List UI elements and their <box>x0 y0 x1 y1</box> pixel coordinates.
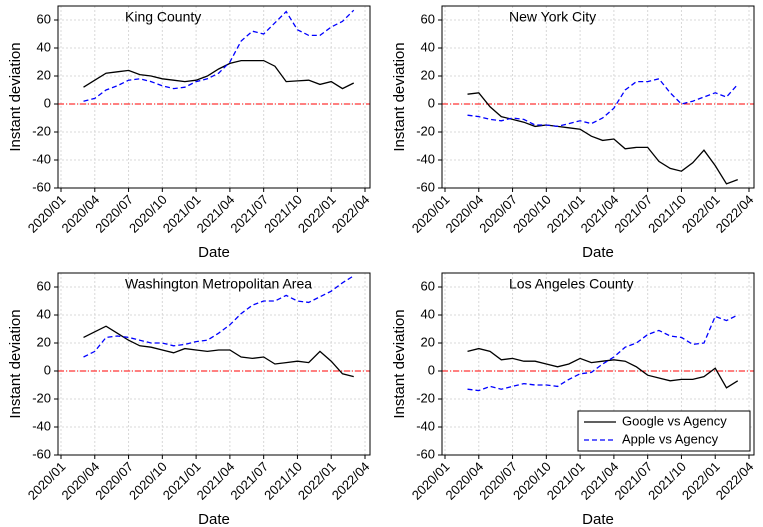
y-tick-label: -40 <box>32 418 51 433</box>
y-tick-label: 60 <box>421 11 435 26</box>
y-tick-label: -20 <box>416 390 435 405</box>
y-tick-label: -20 <box>32 123 51 138</box>
y-tick-label: 40 <box>421 39 435 54</box>
plot-frame <box>57 272 371 456</box>
y-tick-label: -40 <box>416 151 435 166</box>
y-tick-label: 20 <box>37 334 51 349</box>
x-tick-label: 2022/04 <box>329 459 373 503</box>
y-tick-label: 0 <box>44 362 51 377</box>
y-tick-label: 60 <box>37 278 51 293</box>
line-series <box>83 275 355 358</box>
y-tick-label: 20 <box>421 334 435 349</box>
line-series <box>83 9 355 102</box>
y-tick-label: 20 <box>421 67 435 82</box>
y-tick-label: -60 <box>32 179 51 194</box>
y-tick-label: -60 <box>416 179 435 194</box>
x-tick-label: 2022/04 <box>713 459 757 503</box>
y-axis-label: Instant deviation <box>7 309 24 418</box>
y-tick-label: -60 <box>416 446 435 461</box>
plot-frame <box>441 272 755 456</box>
x-axis-label: Date <box>198 511 230 527</box>
x-tick-label: 2022/04 <box>713 192 757 236</box>
y-tick-label: 60 <box>421 278 435 293</box>
x-tick-label: 2022/04 <box>329 192 373 236</box>
x-axis-label: Date <box>582 511 614 527</box>
chart-title: Washington Metropolitan Area <box>125 276 312 292</box>
y-axis-label: Instant deviation <box>391 309 408 418</box>
y-tick-label: -40 <box>32 151 51 166</box>
y-tick-label: 40 <box>37 306 51 321</box>
y-tick-label: -60 <box>32 446 51 461</box>
line-series <box>467 347 739 389</box>
y-tick-label: 40 <box>421 306 435 321</box>
y-axis-label: Instant deviation <box>391 42 408 151</box>
chart-title: Los Angeles County <box>509 276 634 292</box>
y-tick-label: 0 <box>428 362 435 377</box>
line-series <box>467 92 738 185</box>
y-tick-label: 0 <box>44 95 51 110</box>
legend-label: Google vs Agency <box>622 413 727 428</box>
y-axis-label: Instant deviation <box>7 42 24 151</box>
x-axis-label: Date <box>582 244 614 261</box>
line-series <box>467 78 739 128</box>
legend-label: Apple vs Agency <box>622 431 719 446</box>
y-tick-label: 40 <box>37 39 51 54</box>
line-series <box>83 325 354 378</box>
line-series <box>467 314 739 392</box>
y-tick-label: 0 <box>428 95 435 110</box>
plot-frame <box>57 5 371 189</box>
chart-title: New York City <box>509 9 596 25</box>
y-tick-label: -40 <box>416 418 435 433</box>
y-tick-label: -20 <box>416 123 435 138</box>
legend-box <box>577 410 751 452</box>
chart-title: King County <box>125 9 201 25</box>
plot-frame <box>441 5 755 189</box>
line-series <box>83 59 355 90</box>
x-axis-label: Date <box>198 244 230 261</box>
y-tick-label: 60 <box>37 11 51 26</box>
y-tick-label: -20 <box>32 390 51 405</box>
y-tick-label: 20 <box>37 67 51 82</box>
